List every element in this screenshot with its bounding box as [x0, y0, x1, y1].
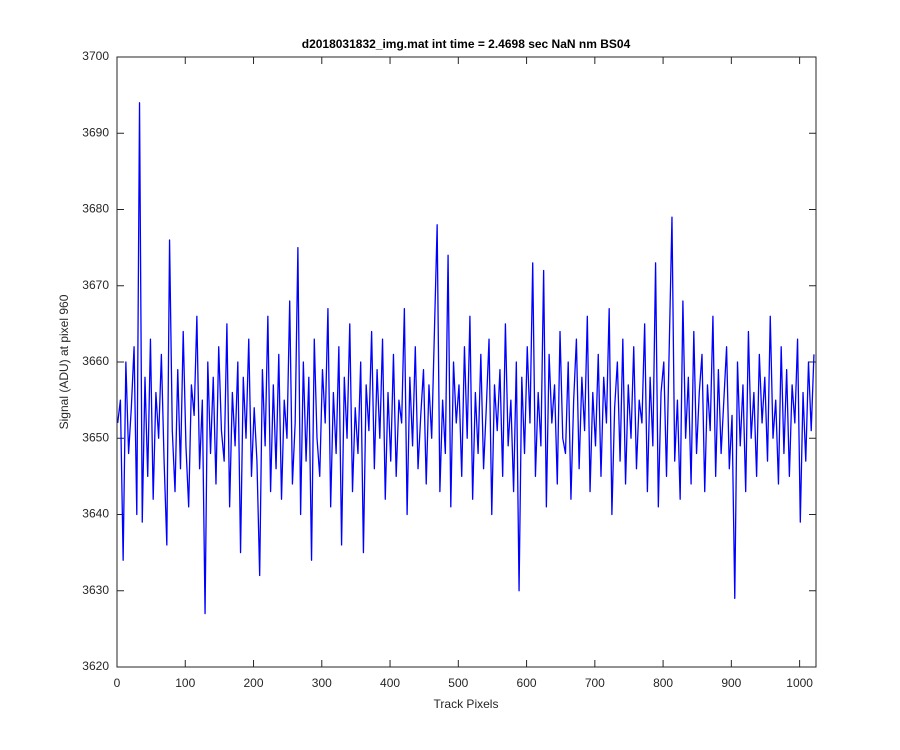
y-tick-label: 3670 [82, 278, 109, 292]
y-tick-label: 3630 [82, 583, 109, 597]
y-tick-label: 3620 [82, 659, 109, 673]
y-tick-label: 3680 [82, 202, 109, 216]
y-axis-label: Signal (ADU) at pixel 960 [57, 294, 71, 429]
y-tick-label: 3660 [82, 354, 109, 368]
x-tick-label: 500 [448, 676, 468, 690]
x-tick-label: 800 [653, 676, 673, 690]
data-line [117, 102, 815, 615]
x-tick-label: 100 [175, 676, 195, 690]
x-tick-label: 300 [312, 676, 332, 690]
y-tick-label: 3690 [82, 125, 109, 139]
x-tick-label: 1000 [786, 676, 813, 690]
x-tick-label: 200 [244, 676, 264, 690]
chart-title: d2018031832_img.mat int time = 2.4698 se… [302, 37, 631, 51]
y-tick-label: 3640 [82, 507, 109, 521]
x-axis-label: Track Pixels [434, 697, 499, 711]
y-tick-label: 3700 [82, 49, 109, 63]
x-tick-label: 600 [517, 676, 537, 690]
x-tick-label: 0 [114, 676, 121, 690]
y-tick-label: 3650 [82, 430, 109, 444]
x-tick-label: 400 [380, 676, 400, 690]
x-tick-label: 700 [585, 676, 605, 690]
axes-box [116, 56, 817, 668]
x-tick-label: 900 [721, 676, 741, 690]
